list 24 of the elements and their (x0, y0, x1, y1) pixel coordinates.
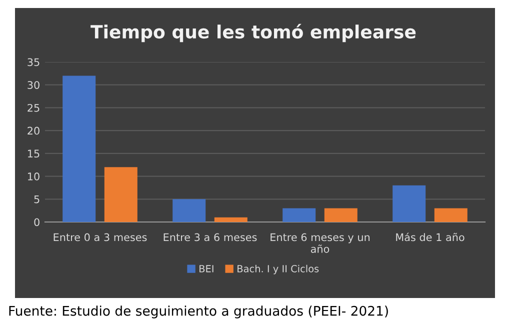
bar (324, 208, 358, 222)
y-tick-label: 10 (28, 172, 40, 180)
bar (62, 76, 96, 222)
bar (434, 208, 468, 222)
x-tick-label: Más de 1 año (396, 232, 464, 242)
y-tick-label: 0 (34, 218, 40, 226)
bar (104, 167, 138, 222)
y-tick-label: 35 (28, 58, 40, 66)
bar (392, 185, 426, 222)
y-tick-label: 30 (28, 81, 40, 89)
source-note: Fuente: Estudio de seguimiento a graduados (PEEI- 2021) (9, 306, 388, 318)
bar (172, 199, 206, 222)
y-tick-label: 20 (28, 126, 40, 135)
bar (214, 217, 248, 222)
y-tick-label: 5 (34, 196, 40, 204)
x-tick-label: Entre 3 a 6 meses (164, 233, 257, 242)
legend-label: Bach. I y II Ciclos (238, 264, 319, 274)
legend-label: BEI (200, 265, 214, 272)
y-tick-label: 15 (28, 150, 40, 158)
y-tick-label: 25 (28, 104, 40, 112)
chart-title: Tiempo que les tomó emplearse (90, 24, 416, 42)
x-tick-label: Entre 6 meses y un año (270, 233, 370, 253)
bar (282, 208, 316, 222)
x-tick-label: Entre 0 a 3 meses (54, 233, 147, 242)
